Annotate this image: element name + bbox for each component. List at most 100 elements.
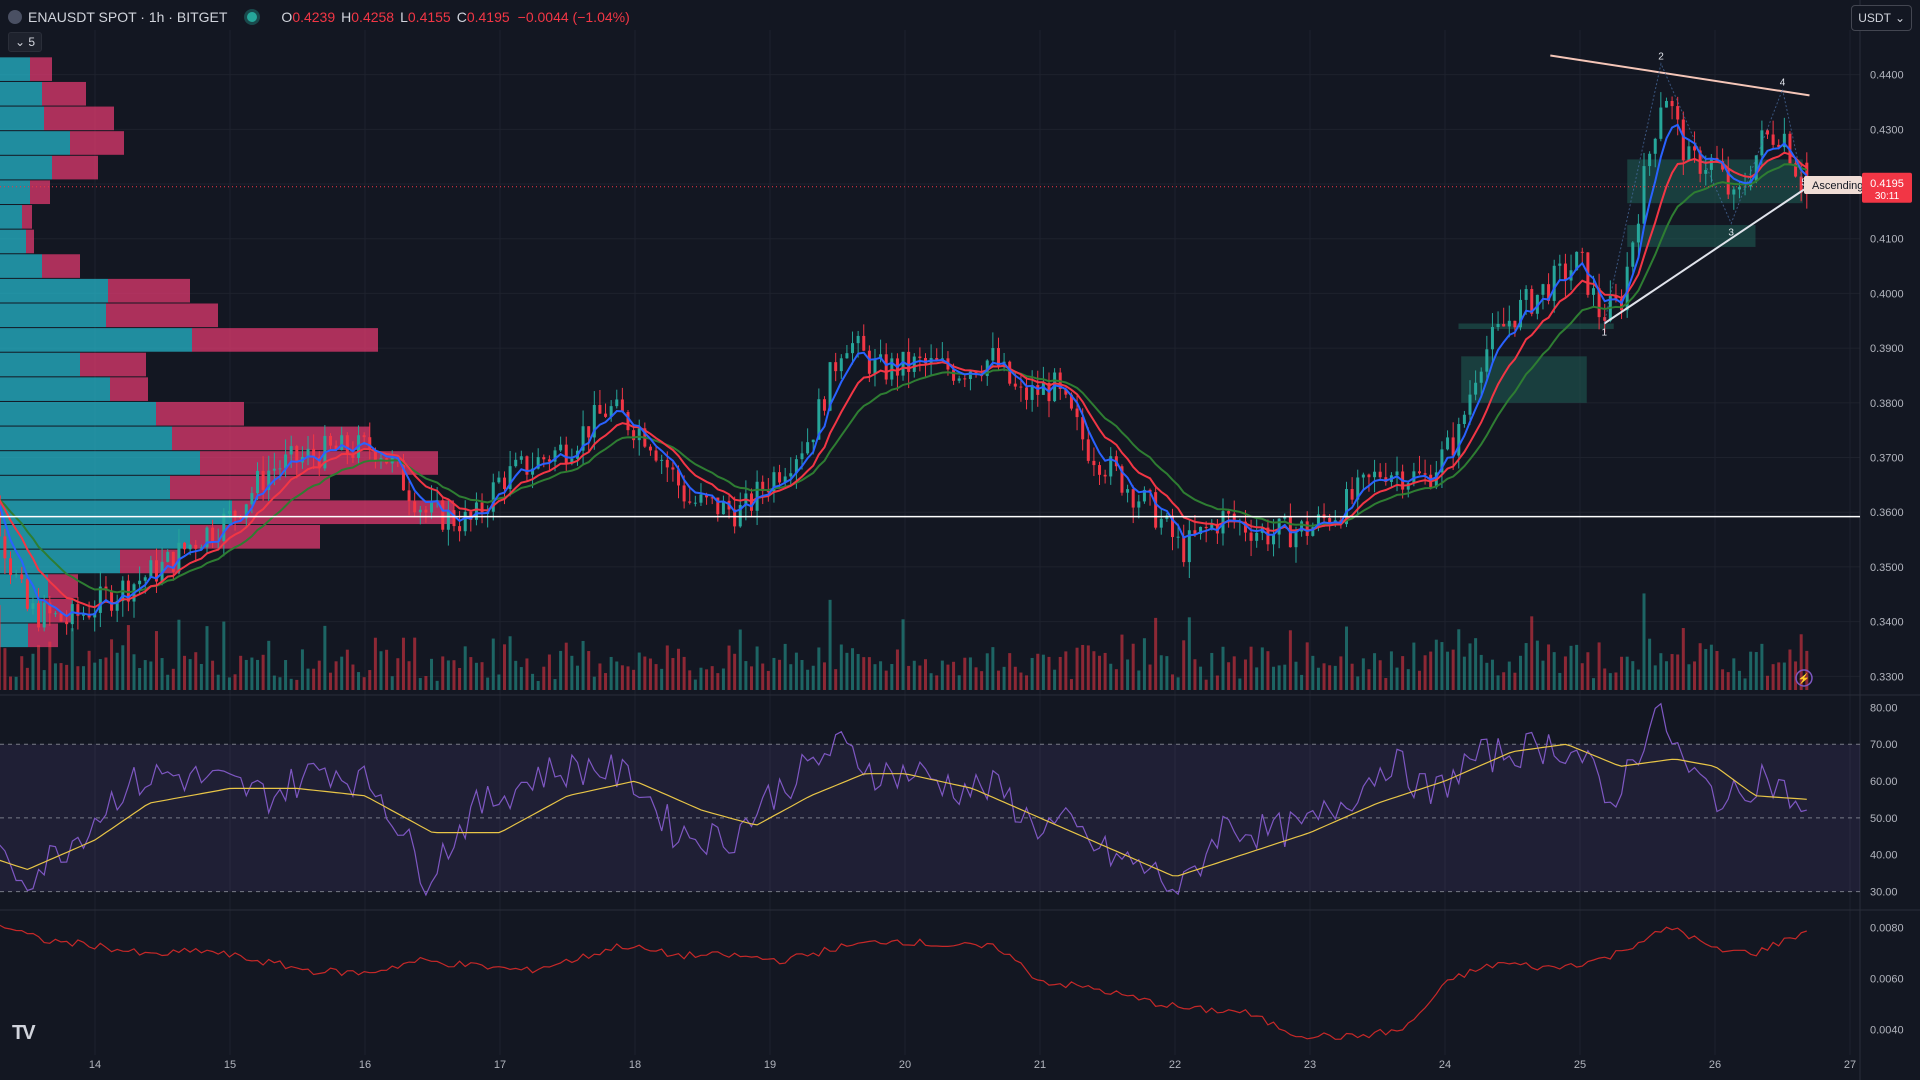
volume-bar — [1215, 675, 1219, 690]
volume-bar — [351, 664, 355, 690]
volume-bar — [14, 676, 18, 690]
volume-bar — [1664, 661, 1668, 690]
volume-profile-down-bar — [232, 500, 454, 525]
pattern-point-label: 1 — [1602, 328, 1608, 339]
candle-body — [822, 399, 826, 411]
volume-bar — [1434, 639, 1438, 690]
volume-bar — [1743, 678, 1747, 690]
volume-bar — [1670, 654, 1674, 690]
candle-body — [721, 500, 725, 515]
volume-bar — [1429, 651, 1433, 690]
volume-bar — [486, 677, 490, 690]
volume-bar — [401, 637, 405, 690]
volume-bar — [1417, 670, 1421, 690]
volume-bar — [963, 657, 967, 690]
candle-body — [1025, 387, 1029, 400]
symbol-title[interactable]: ENAUSDT SPOT · 1h · BITGET — [28, 9, 228, 25]
candle-body — [1580, 251, 1584, 253]
volume-bar — [991, 647, 995, 690]
candle-body — [738, 505, 742, 527]
pattern-point-label: 2 — [1658, 52, 1664, 63]
volume-bar — [615, 661, 619, 690]
volume-bar — [183, 655, 187, 690]
price-tick-label: 0.3900 — [1870, 343, 1904, 355]
volume-bar — [1266, 651, 1270, 690]
candle-body — [25, 579, 29, 609]
volume-bar — [1552, 652, 1556, 690]
symbol-legend[interactable]: ENAUSDT SPOT · 1h · BITGET O 0.4239 H 0.42… — [8, 6, 630, 28]
price-tick-label: 0.4400 — [1870, 70, 1904, 82]
volume-bar — [1053, 669, 1057, 690]
volume-bar — [1243, 659, 1247, 690]
time-tick-label: 16 — [359, 1059, 371, 1071]
volume-bar — [452, 660, 456, 690]
candle-body — [1075, 408, 1079, 418]
volume-bar — [239, 655, 243, 690]
volume-bar — [1782, 662, 1786, 690]
candle-body — [547, 459, 551, 462]
candle-body — [834, 362, 838, 372]
volume-bar — [1126, 659, 1130, 690]
price-tick-label: 0.4000 — [1870, 288, 1904, 300]
candle-body — [884, 354, 888, 380]
low-label: L — [400, 9, 408, 25]
volume-bar — [710, 666, 714, 690]
candle-body — [463, 511, 467, 532]
candle-body — [648, 446, 652, 451]
volume-bar — [37, 645, 41, 690]
volume-bar — [458, 667, 462, 690]
volume-bar — [1120, 634, 1124, 690]
candle-body — [1670, 100, 1674, 107]
candle-body — [1474, 382, 1478, 395]
volume-profile-down-bar — [30, 57, 52, 81]
volume-bar — [924, 659, 928, 690]
candle-body — [755, 481, 759, 511]
candle-body — [1417, 471, 1421, 474]
candle-body — [1311, 527, 1315, 536]
volume-bar — [1227, 662, 1231, 690]
candle-body — [1423, 473, 1427, 475]
candle-body — [418, 509, 422, 513]
currency-select[interactable]: USDT ⌄ — [1851, 5, 1912, 31]
candle-body — [772, 472, 776, 493]
volume-bar — [929, 673, 933, 690]
volume-bar — [261, 654, 265, 690]
volume-bar — [1507, 661, 1511, 690]
candle-body — [705, 494, 709, 498]
volume-bar — [890, 663, 894, 690]
candle-body — [867, 350, 871, 374]
candle-body — [306, 448, 310, 457]
indicators-collapse-button[interactable]: ⌄ 5 — [8, 32, 42, 52]
volume-bar — [396, 658, 400, 690]
candle-body — [665, 459, 669, 468]
volume-bar — [110, 639, 114, 690]
candle-body — [1502, 323, 1506, 327]
volume-bar — [1580, 663, 1584, 690]
candle-body — [1367, 474, 1371, 478]
volume-bar — [216, 674, 220, 690]
volume-bar — [699, 667, 703, 690]
price-tick-label: 0.4100 — [1870, 234, 1904, 246]
volume-bar — [1502, 672, 1506, 690]
volume-bar — [205, 626, 209, 690]
volume-bar — [1142, 638, 1146, 690]
volume-bar — [469, 657, 473, 690]
candle-body — [1535, 294, 1539, 314]
candle-body — [1507, 320, 1511, 327]
candle-body — [1300, 521, 1304, 532]
candle-body — [1294, 531, 1298, 548]
candle-body — [65, 621, 69, 625]
candle-body — [1524, 289, 1528, 300]
volume-bar — [800, 659, 804, 690]
volume-bar — [1608, 673, 1612, 690]
volume-bar — [65, 664, 69, 690]
candle-body — [1361, 474, 1365, 478]
volume-bar — [559, 650, 563, 690]
volume-bar — [632, 669, 636, 690]
volume-bar — [1300, 674, 1304, 690]
candle-body — [1468, 394, 1472, 415]
supply-demand-zone — [1627, 225, 1756, 247]
volume-bar — [1591, 678, 1595, 690]
low-value: 0.4155 — [407, 9, 451, 25]
